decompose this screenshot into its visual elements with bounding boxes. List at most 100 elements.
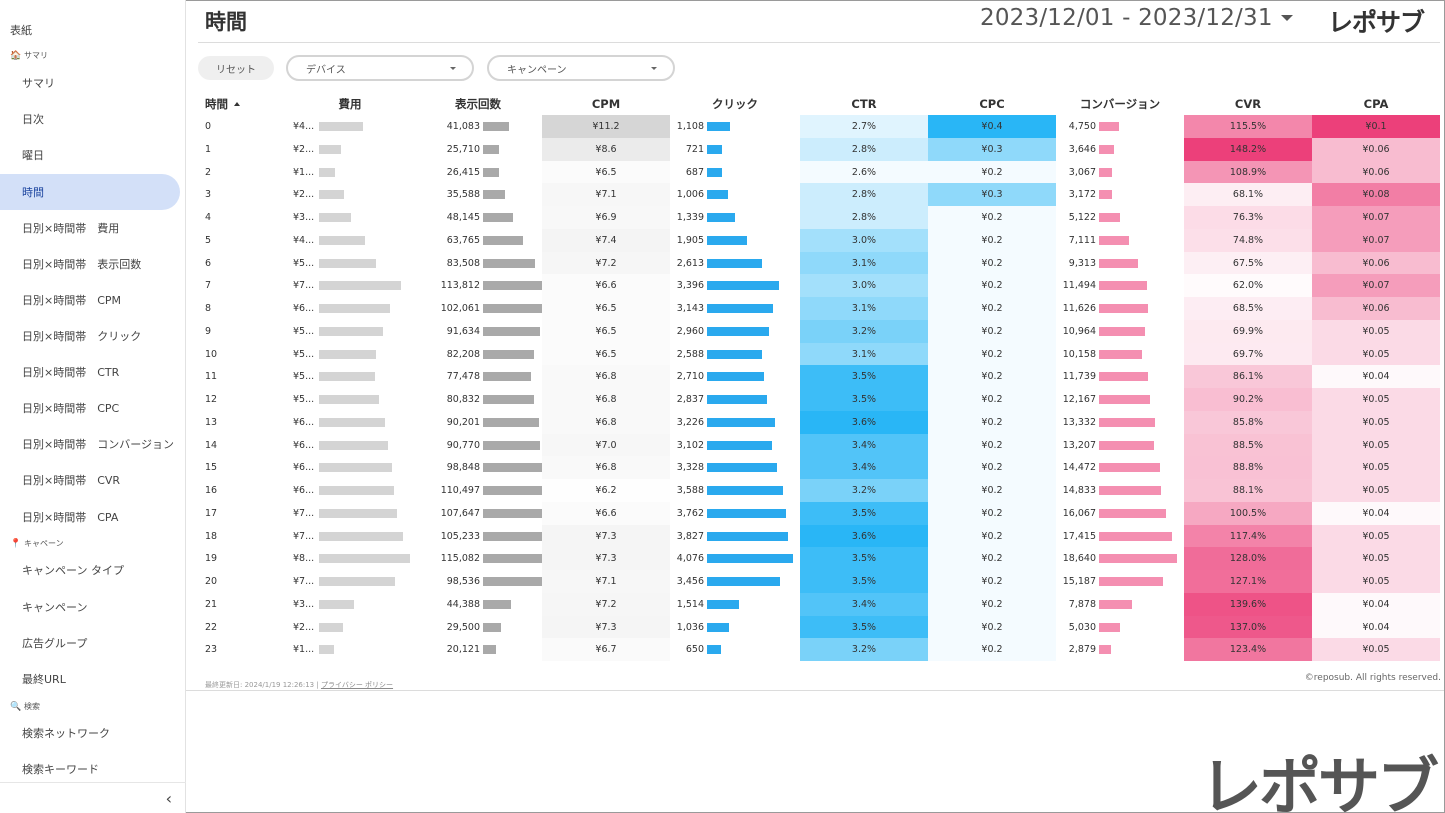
col-cpa-header[interactable]: CPA bbox=[1312, 93, 1440, 115]
data-bar bbox=[1099, 463, 1160, 473]
col-cpm-header[interactable]: CPM bbox=[542, 93, 670, 115]
col-clicks-header[interactable]: クリック bbox=[670, 93, 800, 115]
cell-value: 110,497 bbox=[440, 485, 480, 496]
cell-value: 16,067 bbox=[1062, 507, 1096, 519]
table-row[interactable]: 10 ¥5... 82,208 ¥6.5 2,588 3.1% ¥0.2 10,158 69.7… bbox=[198, 342, 1440, 366]
sidebar-item[interactable]: 日別×時間帯 コンバージョン bbox=[0, 426, 180, 462]
data-bar bbox=[483, 622, 501, 632]
table-row[interactable]: 22 ¥2... 29,500 ¥7.3 1,036 3.5% ¥0.2 5,030 137.0… bbox=[198, 615, 1440, 639]
col-cpc-cell: ¥0.2 bbox=[928, 342, 1056, 366]
sidebar-item[interactable]: 日次 bbox=[0, 101, 180, 137]
table-row[interactable]: 12 ¥5... 80,832 ¥6.8 2,837 3.5% ¥0.2 12,167 90.2… bbox=[198, 388, 1440, 411]
col-cvr-cell: 128.0% bbox=[1184, 547, 1312, 571]
data-bar bbox=[1099, 372, 1148, 382]
cell-value: ¥0.2 bbox=[981, 462, 1003, 474]
cell-value: ¥5... bbox=[293, 325, 315, 337]
data-bar bbox=[483, 349, 534, 359]
sidebar-item[interactable]: 日別×時間帯 CPM bbox=[0, 282, 180, 318]
table-row[interactable]: 4 ¥3... 48,145 ¥6.9 1,339 2.8% ¥0.2 5,122 76.3% ¥… bbox=[198, 206, 1440, 229]
col-conversions-header[interactable]: コンバージョン bbox=[1056, 93, 1184, 115]
sidebar-item[interactable]: 時間 bbox=[0, 174, 180, 210]
table-row[interactable]: 21 ¥3... 44,388 ¥7.2 1,514 3.4% ¥0.2 7,878 139.6… bbox=[198, 592, 1440, 616]
sidebar-item[interactable]: 日別×時間帯 CVR bbox=[0, 462, 180, 498]
data-bar bbox=[707, 372, 764, 382]
sidebar-item[interactable]: 広告グループ bbox=[0, 625, 180, 661]
table-row[interactable]: 18 ¥7... 105,233 ¥7.3 3,827 3.6% ¥0.2 17,415 117… bbox=[198, 524, 1440, 548]
table-row[interactable]: 8 ¥6... 102,061 ¥6.5 3,143 3.1% ¥0.2 11,626 68.5… bbox=[198, 297, 1440, 320]
sidebar-item[interactable]: 日別×時間帯 表示回数 bbox=[0, 246, 180, 282]
column-header-label: CVR bbox=[1234, 97, 1262, 111]
col-clicks-cell: 2,960 bbox=[670, 320, 800, 343]
cell-value: ¥0.2 bbox=[981, 280, 1003, 292]
table-row[interactable]: 11 ¥5... 77,478 ¥6.8 2,710 3.5% ¥0.2 11,739 86.1… bbox=[198, 365, 1440, 389]
cell-value: ¥0.05 bbox=[1362, 485, 1390, 496]
col-cvr-header[interactable]: CVR bbox=[1184, 93, 1312, 115]
data-bar bbox=[1099, 281, 1147, 291]
table-row[interactable]: 9 ¥5... 91,634 ¥6.5 2,960 3.2% ¥0.2 10,964 69.9%… bbox=[198, 319, 1440, 343]
sidebar-section-campaign: 📍 キャペーン bbox=[10, 538, 64, 549]
section-label: 検索 bbox=[24, 702, 40, 711]
cell-value: ¥1... bbox=[293, 166, 315, 178]
col-conversions-cell: 3,172 bbox=[1056, 183, 1184, 206]
table-row[interactable]: 3 ¥2... 35,588 ¥7.1 1,006 2.8% ¥0.3 3,172 68.1% ¥… bbox=[198, 183, 1440, 207]
device-dropdown[interactable]: デバイス bbox=[286, 55, 474, 81]
col-cvr-cell: 76.3% bbox=[1184, 206, 1312, 229]
table-row[interactable]: 1 ¥2... 25,710 ¥8.6 721 2.8% ¥0.3 3,646 148.2% ¥0… bbox=[198, 137, 1440, 161]
sidebar-item[interactable]: 日別×時間帯 クリック bbox=[0, 318, 180, 354]
col-cost-header[interactable]: 費用 bbox=[286, 93, 414, 115]
data-bar bbox=[707, 486, 783, 495]
sidebar-item[interactable]: 検索キーワード bbox=[0, 751, 180, 787]
table-row[interactable]: 5 ¥4... 63,765 ¥7.4 1,905 3.0% ¥0.2 7,111 74.8% ¥… bbox=[198, 228, 1440, 252]
privacy-policy-link[interactable]: プライバシー ポリシー bbox=[320, 681, 394, 689]
data-bar bbox=[483, 213, 513, 222]
data-bar bbox=[1099, 417, 1155, 427]
data-bar bbox=[319, 577, 395, 586]
table-row[interactable]: 7 ¥7... 113,812 ¥6.6 3,396 3.0% ¥0.2 11,494 62.0… bbox=[198, 274, 1440, 298]
sidebar-item[interactable]: 日別×時間帯 CTR bbox=[0, 354, 180, 390]
col-cpm-cell: ¥11.2 bbox=[542, 115, 670, 138]
data-bar bbox=[1099, 622, 1120, 632]
col-cpm-cell: ¥7.1 bbox=[542, 570, 670, 593]
sidebar-item[interactable]: 日別×時間帯 CPC bbox=[0, 390, 180, 426]
collapse-sidebar-icon[interactable]: ‹ bbox=[165, 789, 172, 808]
table-row[interactable]: 15 ¥6... 98,848 ¥6.8 3,328 3.4% ¥0.2 14,472 88.8… bbox=[198, 456, 1440, 480]
cell-value: ¥0.07 bbox=[1362, 280, 1390, 292]
table-row[interactable]: 23 ¥1... 20,121 ¥6.7 650 3.2% ¥0.2 2,879 123.4% ¥… bbox=[198, 638, 1440, 662]
col-cpc-cell: ¥0.2 bbox=[928, 479, 1056, 502]
campaign-dropdown[interactable]: キャンペーン bbox=[487, 55, 675, 81]
table-row[interactable]: 2 ¥1... 26,415 ¥6.5 687 2.6% ¥0.2 3,067 108.9% ¥0… bbox=[198, 160, 1440, 184]
table-row[interactable]: 17 ¥7... 107,647 ¥6.6 3,762 3.5% ¥0.2 16,067 100… bbox=[198, 501, 1440, 525]
data-bar bbox=[707, 122, 730, 131]
sidebar-item[interactable]: 日別×時間帯 費用 bbox=[0, 210, 180, 246]
col-cpc-header[interactable]: CPC bbox=[928, 93, 1056, 115]
col-conversions-cell: 14,472 bbox=[1056, 456, 1184, 479]
table-row[interactable]: 6 ¥5... 83,508 ¥7.2 2,613 3.1% ¥0.2 9,313 67.5% ¥… bbox=[198, 251, 1440, 275]
col-hour-header[interactable]: 時間 bbox=[198, 93, 286, 115]
col-impressions-header[interactable]: 表示回数 bbox=[414, 93, 542, 115]
sidebar-item[interactable]: 最終URL bbox=[0, 661, 180, 697]
date-range-picker[interactable]: 2023/12/01 - 2023/12/31 bbox=[980, 5, 1273, 31]
col-ctr-header[interactable]: CTR bbox=[800, 93, 928, 115]
sidebar-item[interactable]: 検索ネットワーク bbox=[0, 715, 180, 751]
sidebar-item[interactable]: 日別×時間帯 CPA bbox=[0, 499, 180, 535]
sidebar-item[interactable]: 曜日 bbox=[0, 137, 180, 173]
table-row[interactable]: 19 ¥8... 115,082 ¥7.3 4,076 3.5% ¥0.2 18,640 128… bbox=[198, 547, 1440, 571]
table-row[interactable]: 13 ¥6... 90,201 ¥6.8 3,226 3.6% ¥0.2 13,332 85.8… bbox=[198, 410, 1440, 434]
cell-value: 117.4% bbox=[1229, 530, 1267, 542]
chevron-down-icon[interactable] bbox=[1281, 15, 1293, 21]
table-row[interactable]: 16 ¥6... 110,497 ¥6.2 3,588 3.2% ¥0.2 14,833 88.… bbox=[198, 479, 1440, 502]
table-row[interactable]: 0 ¥4... 41,083 ¥11.2 1,108 2.7% ¥0.4 4,750 115.5… bbox=[198, 115, 1440, 138]
reset-button[interactable]: リセット bbox=[198, 56, 274, 80]
sidebar-item[interactable]: キャンペーン タイプ bbox=[0, 552, 180, 588]
col-clicks-cell: 3,762 bbox=[670, 502, 800, 525]
table-row[interactable]: 20 ¥7... 98,536 ¥7.1 3,456 3.5% ¥0.2 15,187 127.… bbox=[198, 570, 1440, 593]
col-cost-cell: ¥4... bbox=[286, 115, 414, 138]
sidebar-cover-link[interactable]: 表紙 bbox=[10, 24, 32, 37]
sidebar-item[interactable]: サマリ bbox=[0, 65, 180, 101]
table-row[interactable]: 14 ¥6... 90,770 ¥7.0 3,102 3.4% ¥0.2 13,207 88.5… bbox=[198, 433, 1440, 457]
col-conversions-cell: 5,030 bbox=[1056, 616, 1184, 639]
cell-value: ¥0.07 bbox=[1362, 212, 1390, 223]
sidebar-item[interactable]: キャンペーン bbox=[0, 589, 180, 625]
col-impressions-cell: 20,121 bbox=[414, 638, 542, 661]
cell-value: ¥6.5 bbox=[595, 325, 617, 337]
